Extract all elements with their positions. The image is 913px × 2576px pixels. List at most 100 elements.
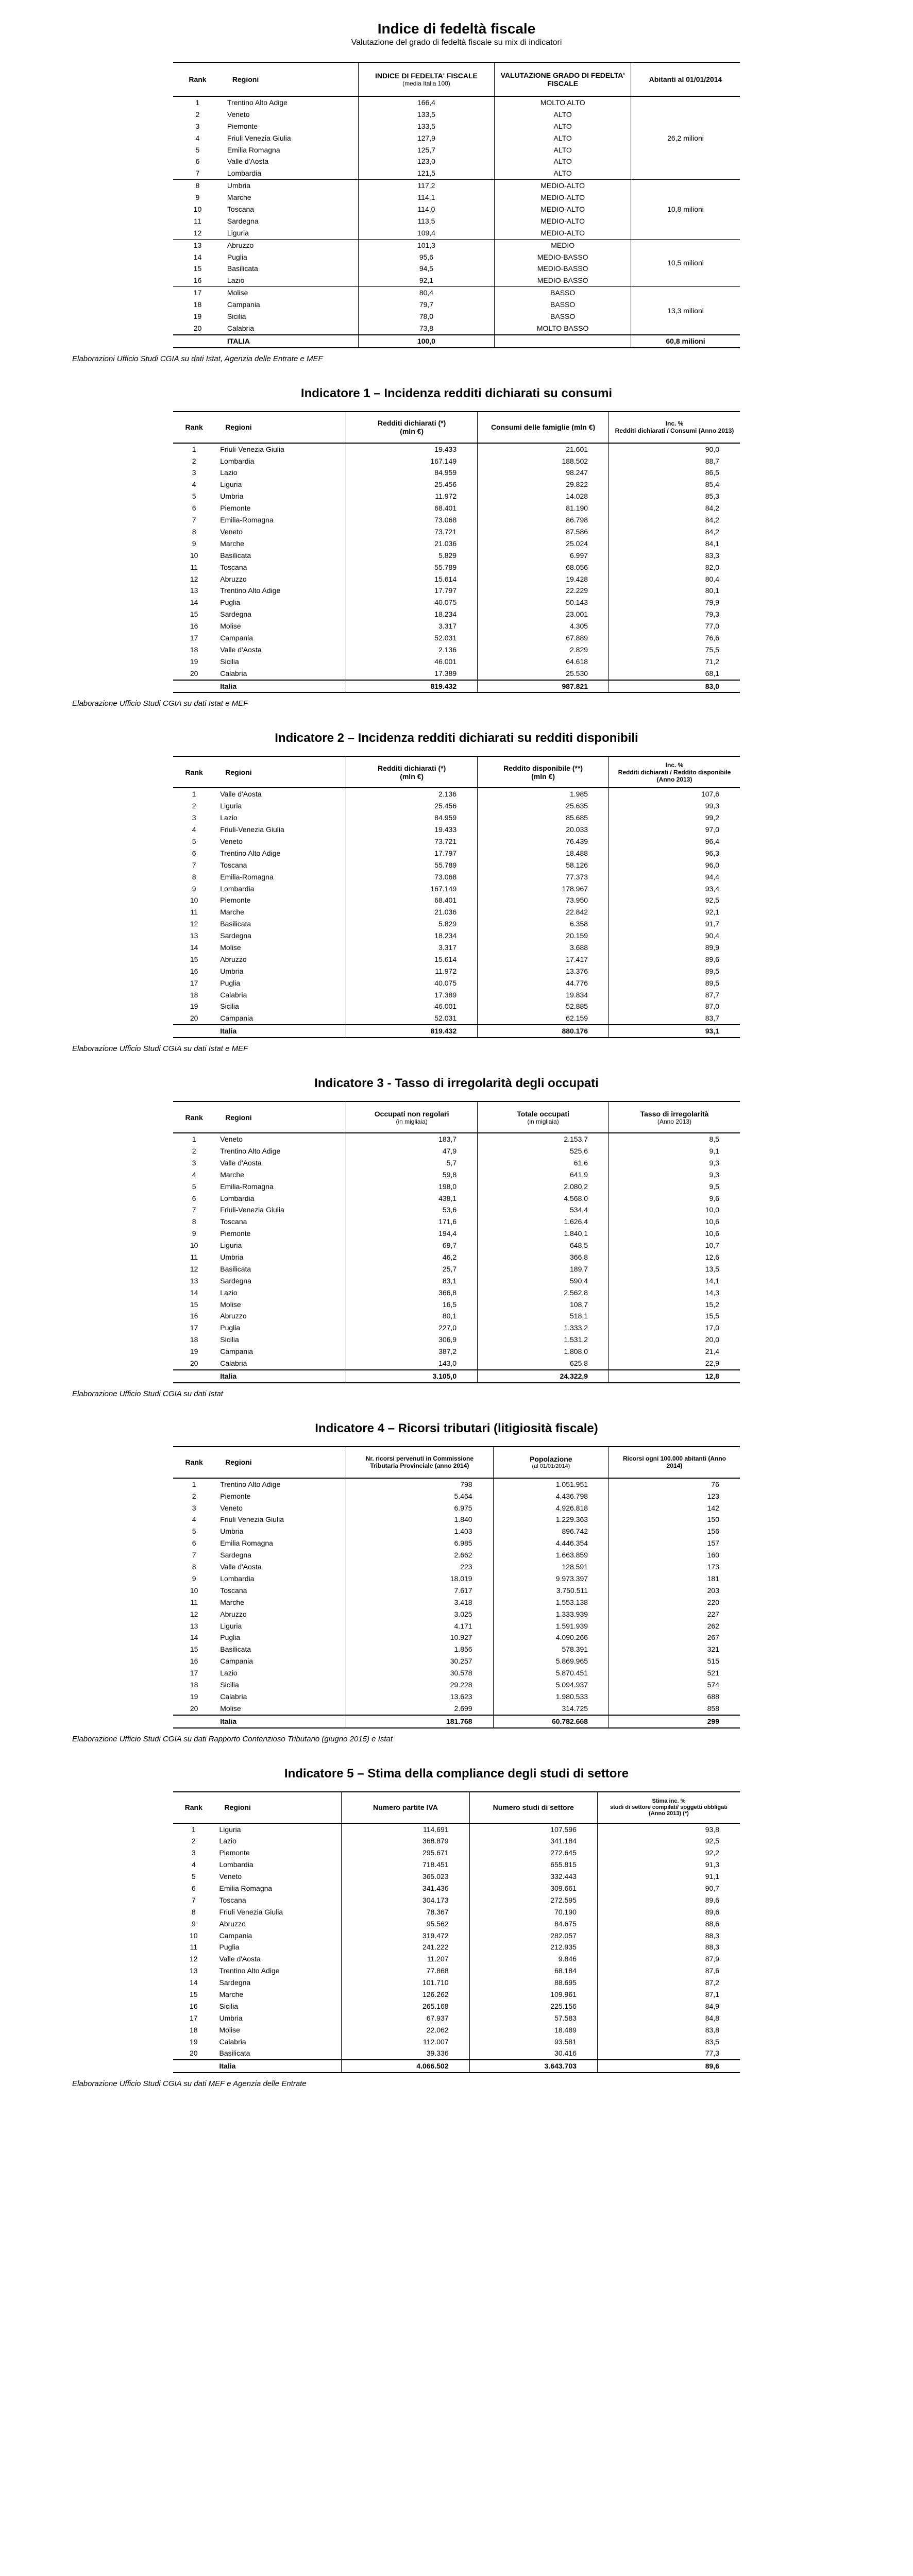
ind4-col2: Popolazione (al 01/01/2014) bbox=[493, 1447, 608, 1478]
rank-cell: 4 bbox=[173, 1514, 215, 1526]
region-cell: Calabria bbox=[215, 989, 346, 1001]
rank-cell: 3 bbox=[173, 467, 215, 479]
valuation-cell: MEDIO-BASSO bbox=[495, 263, 631, 275]
region-cell: Valle d'Aosta bbox=[215, 788, 346, 800]
total-b: 60.782.668 bbox=[493, 1715, 608, 1728]
rank-cell: 9 bbox=[173, 1573, 215, 1585]
ind3-col2: Totale occupati (in migliaia) bbox=[478, 1101, 609, 1133]
ind4-col1: Nr. ricorsi pervenuti in Commissione Tri… bbox=[346, 1447, 493, 1478]
ind4-col-regioni: Regioni bbox=[215, 1447, 346, 1478]
region-cell: Lombardia bbox=[215, 1573, 346, 1585]
value-cell-a: 40.075 bbox=[346, 977, 478, 989]
value-cell-b: 309.661 bbox=[469, 1883, 597, 1894]
rank-cell: 3 bbox=[173, 1502, 215, 1514]
value-cell-a: 22.062 bbox=[342, 2024, 469, 2036]
table-row: 8Emilia-Romagna73.06877.37394,4 bbox=[173, 871, 740, 883]
value-cell-c: 82,0 bbox=[609, 562, 740, 573]
region-cell: Lombardia bbox=[215, 1193, 346, 1205]
rank-cell: 10 bbox=[173, 550, 215, 562]
value-cell-a: 5.464 bbox=[346, 1490, 493, 1502]
table-row: 10Basilicata5.8296.99783,3 bbox=[173, 550, 740, 562]
ind3-col-regioni: Regioni bbox=[215, 1101, 346, 1133]
table-row: 5Umbria11.97214.02885,3 bbox=[173, 490, 740, 502]
value-cell-c: 87,1 bbox=[597, 1989, 740, 2001]
rank-cell: 6 bbox=[173, 156, 222, 167]
valuation-cell: ALTO bbox=[495, 144, 631, 156]
rank-cell: 11 bbox=[173, 1251, 215, 1263]
table-row: 14Lazio366,82.562,814,3 bbox=[173, 1287, 740, 1299]
total-row: Italia3.105,024.322,912,8 bbox=[173, 1370, 740, 1383]
value-cell-c: 107,6 bbox=[609, 788, 740, 800]
rank-cell: 12 bbox=[173, 1263, 215, 1275]
table-row: 17Puglia227,01.333,217,0 bbox=[173, 1322, 740, 1334]
value-cell-b: 44.776 bbox=[478, 977, 609, 989]
value-cell-a: 365.023 bbox=[342, 1871, 469, 1883]
value-cell-b: 1.333.939 bbox=[493, 1608, 608, 1620]
ind2-col3: Inc. % Redditi dichiarati / Reddito disp… bbox=[609, 756, 740, 788]
value-cell-a: 73.721 bbox=[346, 836, 478, 848]
table-row: 15Abruzzo15.61417.41789,6 bbox=[173, 954, 740, 965]
valuation-cell: BASSO bbox=[495, 287, 631, 299]
table-row: 2Lombardia167.149188.50288,7 bbox=[173, 455, 740, 467]
ind4-col2-label: Popolazione bbox=[499, 1455, 603, 1463]
region-cell: Trentino Alto Adige bbox=[215, 1478, 346, 1490]
table-row: 16Umbria11.97213.37689,5 bbox=[173, 965, 740, 977]
table-row: 15Sardegna18.23423.00179,3 bbox=[173, 608, 740, 620]
region-cell: Abruzzo bbox=[222, 239, 358, 251]
value-cell-b: 21.601 bbox=[478, 443, 609, 455]
region-cell: Calabria bbox=[214, 2036, 341, 2048]
value-cell-b: 1.229.363 bbox=[493, 1514, 608, 1526]
region-cell: Marche bbox=[215, 1169, 346, 1181]
region-cell: Sardegna bbox=[215, 608, 346, 620]
region-cell: Molise bbox=[215, 620, 346, 632]
value-cell-c: 88,6 bbox=[597, 1918, 740, 1930]
col-indice: INDICE DI FEDELTA' FISCALE (media Italia… bbox=[358, 62, 495, 96]
rank-cell: 8 bbox=[173, 1216, 215, 1228]
valuation-cell: MEDIO-BASSO bbox=[495, 251, 631, 263]
value-cell-c: 89,5 bbox=[609, 977, 740, 989]
table-row: 15Basilicata1.856578.391321 bbox=[173, 1643, 740, 1655]
value-cell-b: 314.725 bbox=[493, 1703, 608, 1715]
table-row: 5Veneto365.023332.44391,1 bbox=[173, 1871, 740, 1883]
region-cell: Basilicata bbox=[215, 1643, 346, 1655]
table-row: 14Puglia40.07550.14379,9 bbox=[173, 597, 740, 608]
ind5-col3-sub: studi di settore compilati/ soggetti obb… bbox=[603, 1804, 735, 1810]
value-cell-a: 5,7 bbox=[346, 1157, 478, 1169]
table-row: 1Veneto183,72.153,78,5 bbox=[173, 1133, 740, 1145]
region-cell: Friuli Venezia Giulia bbox=[215, 1514, 346, 1526]
table-row: 4Lombardia718.451655.81591,3 bbox=[173, 1859, 740, 1871]
total-row: ITALIA100,060,8 milioni bbox=[173, 335, 740, 348]
value-cell-a: 69,7 bbox=[346, 1240, 478, 1251]
value-cell-b: 272.595 bbox=[469, 1894, 597, 1906]
value-cell-a: 1.403 bbox=[346, 1526, 493, 1537]
value-cell-c: 91,1 bbox=[597, 1871, 740, 1883]
rank-cell: 14 bbox=[173, 1977, 214, 1989]
value-cell-c: 83,3 bbox=[609, 550, 740, 562]
rank-cell: 6 bbox=[173, 1537, 215, 1549]
region-cell: Puglia bbox=[215, 1322, 346, 1334]
value-cell-c: 99,3 bbox=[609, 800, 740, 812]
table-row: 18Valle d'Aosta2.1362.82975,5 bbox=[173, 644, 740, 656]
value-cell-b: 62.159 bbox=[478, 1012, 609, 1025]
region-cell: Emilia Romagna bbox=[222, 144, 358, 156]
ind2-col2-label: Reddito disponibile (**) bbox=[483, 764, 603, 772]
rank-cell: 17 bbox=[173, 287, 222, 299]
value-cell-c: 160 bbox=[609, 1549, 740, 1561]
valuation-cell: MEDIO-ALTO bbox=[495, 227, 631, 239]
valuation-cell: ALTO bbox=[495, 109, 631, 121]
value-cell-c: 84,1 bbox=[609, 538, 740, 550]
index-cell: 92,1 bbox=[358, 275, 495, 286]
rank-cell: 5 bbox=[173, 836, 215, 848]
value-cell-c: 10,6 bbox=[609, 1228, 740, 1240]
ind3-col1: Occupati non regolari (in migliaia) bbox=[346, 1101, 478, 1133]
rank-cell: 7 bbox=[173, 167, 222, 179]
value-cell-a: 2.662 bbox=[346, 1549, 493, 1561]
value-cell-b: 518,1 bbox=[478, 1310, 609, 1322]
value-cell-a: 15.614 bbox=[346, 954, 478, 965]
col-indice-label: INDICE DI FEDELTA' FISCALE bbox=[364, 72, 489, 80]
value-cell-a: 1.856 bbox=[346, 1643, 493, 1655]
rank-cell: 4 bbox=[173, 824, 215, 836]
value-cell-c: 267 bbox=[609, 1632, 740, 1643]
table-row: 18Calabria17.38919.83487,7 bbox=[173, 989, 740, 1001]
value-cell-a: 78.367 bbox=[342, 1906, 469, 1918]
